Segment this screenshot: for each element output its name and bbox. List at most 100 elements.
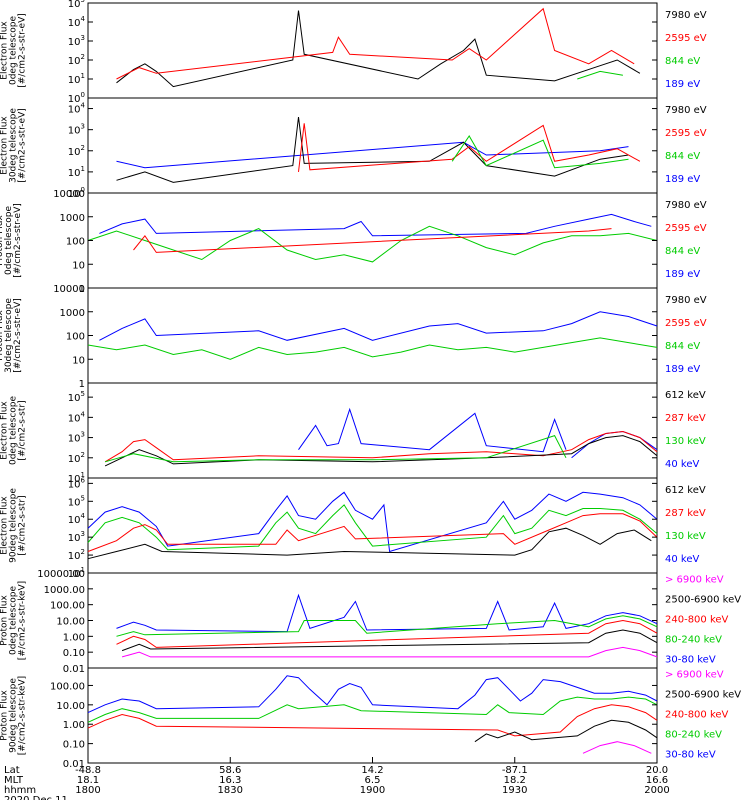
legend-entry: 2595 eV — [665, 223, 707, 234]
legend-entry: 189 eV — [665, 79, 700, 90]
y-axis-label: Proton Flux30deg telescope[#/cm2-s-str-e… — [0, 298, 23, 373]
x-tick-mlt: 18.1 — [77, 775, 99, 786]
y-axis-label-line: TED — [0, 41, 1, 60]
legend-entry: 287 keV — [665, 413, 706, 424]
y-tick-base: 10 — [68, 533, 81, 544]
legend-entry: 130 keV — [665, 436, 706, 447]
legend-entry: 7980 eV — [665, 200, 707, 211]
series-line-3 — [104, 430, 658, 463]
y-tick-exponent: 3 — [81, 123, 85, 131]
y-tick-label: 100.00 — [50, 681, 85, 692]
y-tick-label: 0.10 — [63, 648, 85, 659]
y-axis-label-line: 0deg telescope — [9, 16, 19, 86]
legend-entry: 30-80 keV — [665, 750, 716, 761]
y-axis-label: MEPEDProton Flux90deg telescope[#/cm2-s-… — [0, 676, 28, 755]
y-axis-label-line: Proton Flux — [0, 215, 5, 266]
y-tick-label: 103 — [68, 123, 85, 137]
legend-entry: 844 eV — [665, 56, 700, 67]
y-tick-label: 1.00 — [63, 632, 85, 643]
y-tick-label: 104 — [68, 15, 86, 29]
y-tick-label: 100 — [68, 91, 85, 105]
series-line-2 — [87, 225, 658, 263]
y-tick-exponent: 4 — [81, 410, 86, 418]
y-tick-base: 10 — [68, 515, 81, 526]
y-axis-label-line: MEPED — [0, 605, 1, 637]
y-axis-label: MEPEDElectron Flux0deg telescope[#/cm2-s… — [0, 396, 28, 466]
y-axis-label-line: [#/cm2-s-str-keV] — [18, 676, 28, 755]
y-axis-label-line: 90deg telescope — [9, 488, 19, 563]
y-tick-exponent: 3 — [81, 431, 85, 439]
x-tick-hhmm: 1930 — [502, 785, 527, 796]
y-tick-base: 10 — [68, 75, 81, 86]
y-tick-base: 10 — [68, 569, 81, 580]
y-tick-label: 101 — [68, 72, 85, 86]
y-tick-label: 102 — [68, 53, 85, 67]
y-axis-label-line: Proton Flux — [0, 595, 10, 646]
y-tick-base: 10 — [68, 474, 81, 485]
y-axis-label-line: 0deg telescope — [9, 396, 19, 466]
y-axis-label-line: [#/cm2-s-str-keV] — [18, 581, 28, 660]
y-tick-base: 10 — [68, 454, 81, 465]
y-axis-label-line: MEPED — [0, 700, 1, 732]
x-row-label: Lat — [4, 765, 20, 776]
x-row-label: MLT — [4, 775, 24, 786]
y-axis-label: Proton Flux0deg telescope[#/cm2-s-str-eV… — [0, 203, 23, 278]
legend-entry: 7980 eV — [665, 295, 707, 306]
y-axis-label-line: TED — [0, 136, 1, 155]
series-line-3 — [87, 513, 658, 552]
y-tick-label: 100.00 — [50, 601, 85, 612]
y-tick-label: 105 — [68, 0, 85, 10]
series-line-1 — [298, 407, 567, 453]
legend-entry: > 6900 keV — [665, 670, 724, 681]
y-tick-label: 10 — [72, 355, 85, 366]
y-axis-label: TEDElectron Flux30deg telescope[#/cm2-s-… — [0, 108, 28, 183]
y-tick-exponent: 0 — [81, 186, 85, 194]
y-axis-label-line: MEPED — [0, 415, 1, 447]
y-tick-base: 10 — [68, 189, 81, 200]
y-tick-exponent: 2 — [81, 451, 85, 459]
x-tick-lat: 14.2 — [361, 765, 383, 776]
legend-entry: 240-800 keV — [665, 710, 729, 721]
y-tick-base: 10 — [68, 56, 81, 67]
legend-entry: 80-240 keV — [665, 635, 722, 646]
y-axis-label-line: Electron Flux — [0, 21, 10, 80]
legend-entry: 7980 eV — [665, 10, 707, 21]
series-line-4 — [451, 135, 629, 169]
y-axis-label: TEDElectron Flux0deg telescope[#/cm2-s-s… — [0, 13, 28, 88]
y-axis-label-line: 30deg telescope — [4, 298, 14, 373]
series-line-2 — [116, 116, 629, 183]
y-tick-exponent: 1 — [81, 72, 85, 80]
y-tick-label: 0.01 — [63, 759, 85, 770]
series-line-3 — [298, 123, 641, 172]
y-tick-label: 104 — [68, 410, 86, 424]
x-tick-mlt: 18.2 — [504, 775, 526, 786]
y-axis-label-line: Electron Flux — [0, 116, 10, 175]
x-tick-mlt: 16.6 — [646, 775, 668, 786]
y-tick-label: 1 — [79, 284, 85, 295]
y-tick-base: 10 — [68, 37, 81, 48]
y-tick-label: 103 — [68, 34, 85, 48]
series-line-5 — [582, 741, 652, 754]
y-axis-label: MEPEDProton Flux0deg telescope[#/cm2-s-s… — [0, 581, 28, 660]
y-tick-label: 101 — [68, 165, 85, 179]
y-tick-exponent: 5 — [81, 0, 85, 4]
series-line-1 — [116, 593, 658, 633]
y-tick-label: 104 — [68, 102, 86, 116]
y-axis-label: MEPEDElectron Flux90deg telescope[#/cm2-… — [0, 488, 28, 563]
y-tick-label: 10000 — [53, 189, 85, 200]
y-tick-exponent: 4 — [81, 102, 86, 110]
y-tick-base: 10 — [68, 105, 81, 116]
y-tick-base: 10 — [68, 551, 81, 562]
y-axis-label-line: [#/cm2-s-str-eV] — [18, 13, 28, 88]
y-tick-label: 102 — [68, 548, 85, 562]
x-tick-lat: 58.6 — [219, 765, 241, 776]
legend-entry: 189 eV — [665, 364, 700, 375]
legend-entry: 2595 eV — [665, 318, 707, 329]
y-axis-label-line: MEPED — [0, 510, 1, 542]
y-tick-label: 0.01 — [63, 664, 85, 675]
y-tick-exponent: 1 — [81, 165, 85, 173]
series-line-2 — [87, 696, 658, 723]
y-axis-label-line: [#/cm2-s-str-eV] — [13, 203, 23, 278]
